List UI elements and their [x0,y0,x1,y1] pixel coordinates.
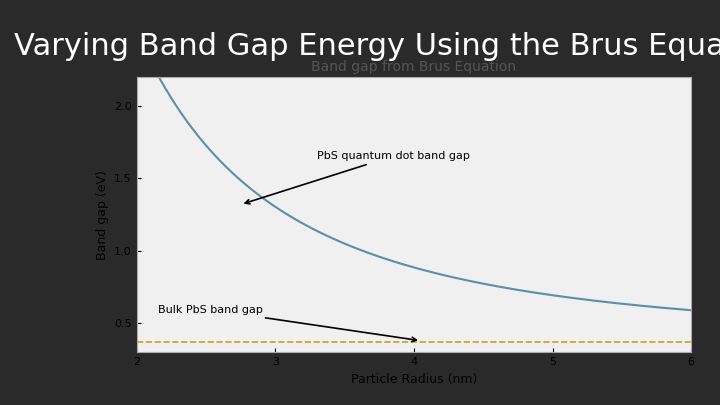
Text: PbS quantum dot band gap: PbS quantum dot band gap [246,151,470,204]
Title: Band gap from Brus Equation: Band gap from Brus Equation [312,60,516,75]
Text: Bulk PbS band gap: Bulk PbS band gap [158,305,416,342]
Text: Varying Band Gap Energy Using the Brus Equation: Varying Band Gap Energy Using the Brus E… [14,32,720,62]
Y-axis label: Band gap (eV): Band gap (eV) [96,170,109,260]
X-axis label: Particle Radius (nm): Particle Radius (nm) [351,373,477,386]
